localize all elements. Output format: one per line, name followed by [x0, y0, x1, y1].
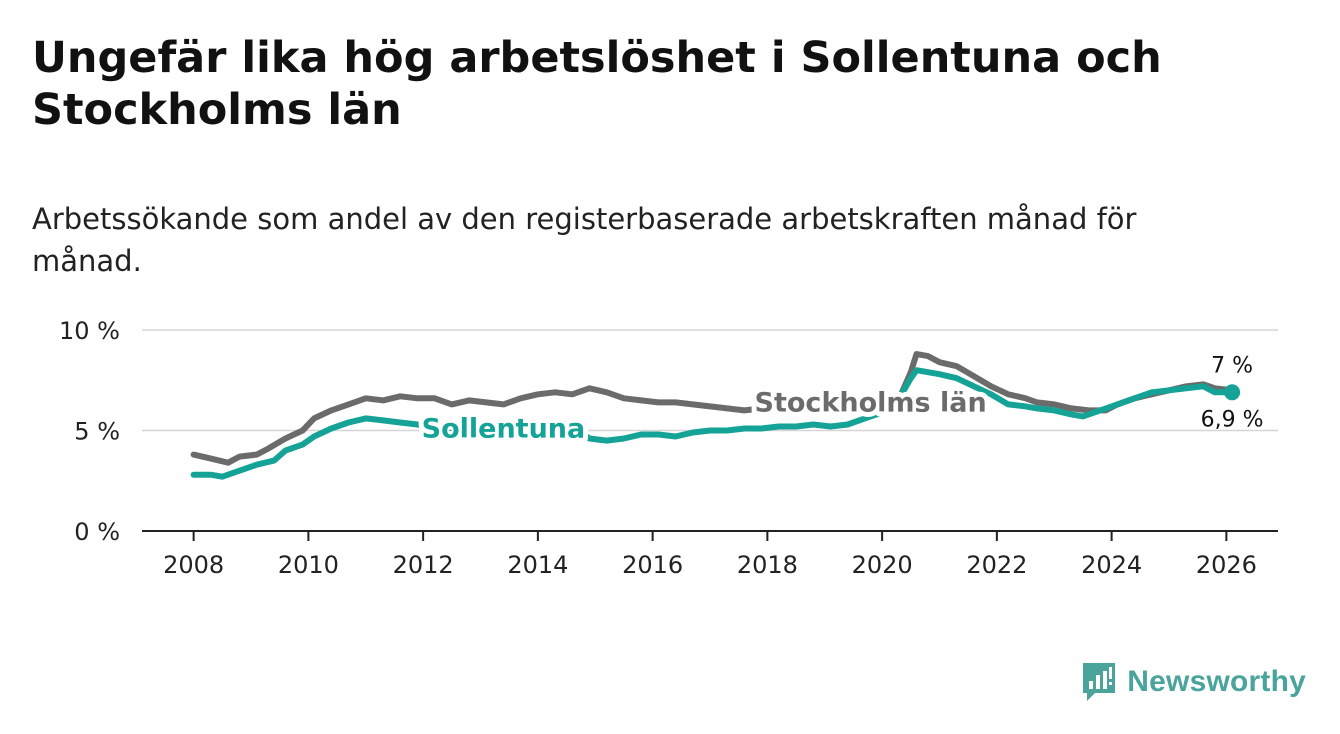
newsworthy-logo-icon [1083, 663, 1116, 701]
x-tick-label: 2014 [507, 551, 568, 579]
y-tick-label: 10 % [59, 317, 120, 345]
x-tick-label: 2026 [1196, 551, 1257, 579]
brand-logo: Newsworthy [1081, 660, 1306, 704]
end-label-stockholm: 7 % [1211, 353, 1253, 378]
brand-name: Newsworthy [1127, 665, 1306, 698]
series-line-sollentuna [190, 367, 1236, 480]
x-tick-label: 2010 [278, 551, 339, 579]
x-tick-label: 2020 [852, 551, 913, 579]
series-label-stockholm: Stockholms län [755, 387, 987, 418]
x-tick-label: 2018 [737, 551, 798, 579]
x-tick-label: 2024 [1081, 551, 1142, 579]
x-tick-label: 2022 [966, 551, 1027, 579]
x-tick-label: 2008 [163, 551, 224, 579]
y-tick-label: 5 % [74, 418, 120, 446]
chart-title: Ungefär lika hög arbetslöshet i Sollentu… [32, 33, 1162, 135]
end-point-sollentuna [1224, 384, 1241, 401]
chart-subtitle: Arbetssökande som andel av den registerb… [32, 202, 1137, 278]
x-tick-label: 2016 [622, 551, 683, 579]
end-label-sollentuna: 6,9 % [1201, 407, 1264, 432]
x-tick-label: 2012 [393, 551, 454, 579]
y-tick-label: 0 % [74, 518, 120, 546]
series-label-sollentuna: Sollentuna [422, 413, 586, 444]
series-line-stockholm [190, 351, 1236, 466]
